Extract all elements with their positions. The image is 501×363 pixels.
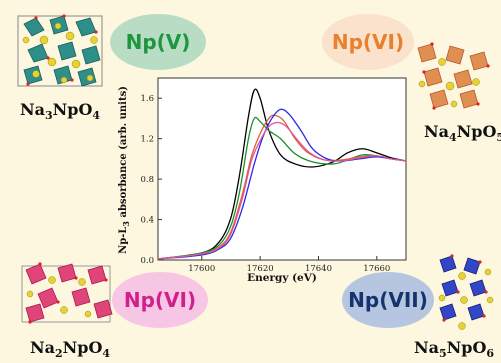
np-v-label: Np(V) — [110, 14, 206, 70]
formula-prefix: Na — [20, 100, 45, 119]
formula-bottom-left: Na2NpO4 — [30, 338, 110, 360]
formula-mid: NpO — [62, 338, 103, 357]
formula-top-left: Na3NpO4 — [20, 100, 100, 122]
y-tick-label: 1.2 — [140, 135, 154, 145]
formula-subscript: 4 — [449, 131, 457, 145]
formula-prefix: Na — [30, 338, 55, 357]
formula-prefix: Na — [414, 338, 439, 357]
series-line-2 — [157, 116, 407, 260]
y-tick-label: 0.4 — [140, 216, 154, 226]
y-tick-label: 1.6 — [140, 94, 154, 104]
y-ticks: 0.0 0.4 0.8 1.2 1.6 — [140, 94, 162, 266]
crystal-structure-bottom-right — [438, 254, 494, 330]
series-line-5 — [157, 121, 407, 260]
formula-subscript: 5 — [496, 131, 501, 145]
np-vi-top-label: Np(VI) — [322, 14, 414, 70]
x-tick-label: 17660 — [363, 264, 390, 274]
formula-bottom-right: Na5NpO6 — [414, 338, 494, 360]
np-vii-label: Np(VII) — [342, 272, 434, 328]
formula-top-right: Na4NpO5 — [424, 122, 501, 144]
crystal-structure-top-left — [17, 14, 103, 87]
y-tick-label: 0.0 — [140, 256, 154, 266]
crystal-structure-bottom-left — [21, 262, 113, 324]
x-tick-label: 17620 — [247, 264, 274, 274]
formula-subscript: 3 — [45, 109, 53, 123]
formula-mid: NpO — [446, 338, 487, 357]
formula-subscript: 2 — [55, 347, 63, 361]
series-line-4 — [157, 108, 407, 260]
formula-subscript: 4 — [102, 347, 111, 361]
formula-subscript: 6 — [486, 347, 495, 361]
y-axis-label: Np-L3 absorbance (arb. units) — [118, 86, 131, 254]
x-ticks: 17600 17620 17640 17660 — [188, 256, 390, 274]
plot-frame — [157, 77, 407, 261]
np-v-text: Np(V) — [125, 30, 191, 54]
np-vi-bottom-label: Np(VI) — [112, 272, 208, 328]
absorbance-chart: 17600 17620 17640 17660 0.0 0.4 0.8 1.2 1.6 Ene… — [118, 77, 407, 284]
x-axis-label: Energy (eV) — [247, 272, 317, 284]
series-lines — [157, 88, 407, 260]
x-tick-label: 17600 — [188, 264, 215, 274]
formula-subscript: 5 — [439, 347, 447, 361]
series-line-1 — [157, 88, 407, 260]
formula-subscript: 4 — [92, 109, 101, 123]
crystal-structure-top-right — [417, 42, 490, 110]
np-vi-top-text: Np(VI) — [331, 30, 405, 54]
formula-prefix: Na — [424, 122, 449, 141]
x-tick-label: 17640 — [305, 264, 332, 274]
np-vi-bottom-text: Np(VI) — [123, 288, 197, 312]
np-vii-text: Np(VII) — [348, 288, 428, 312]
y-tick-label: 0.8 — [140, 175, 154, 185]
series-line-3 — [157, 114, 407, 260]
formula-mid: NpO — [456, 122, 497, 141]
formula-mid: NpO — [52, 100, 93, 119]
